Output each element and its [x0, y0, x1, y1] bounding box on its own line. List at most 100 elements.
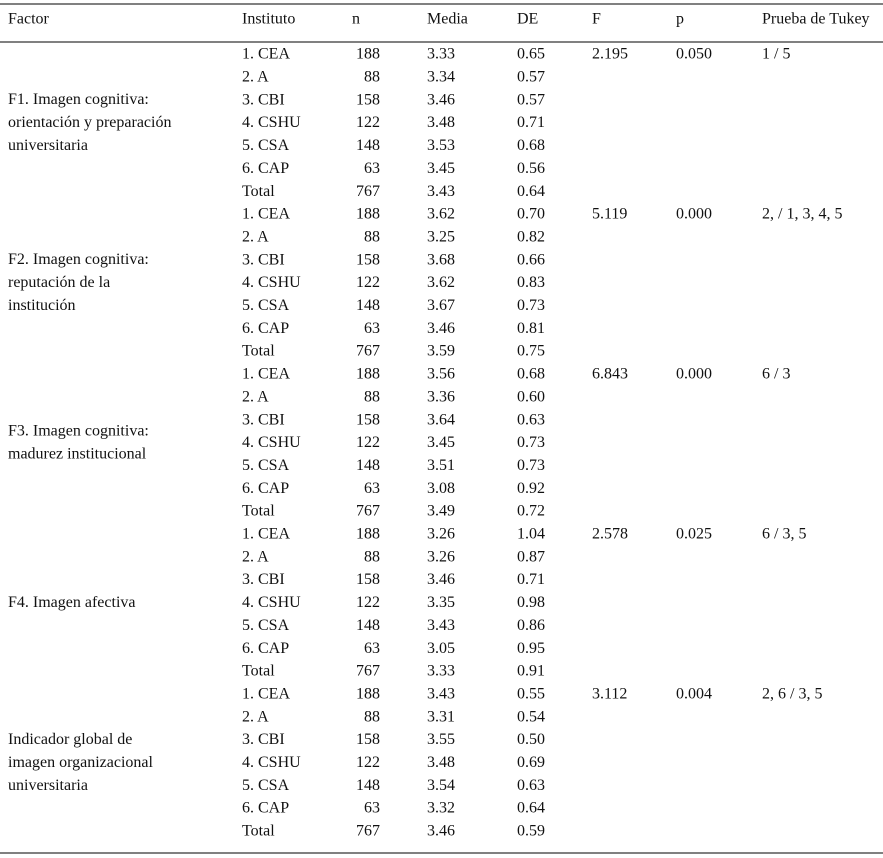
- media: 3.51: [427, 457, 455, 474]
- de: 0.66: [517, 251, 545, 268]
- instituto: 4. CSHU: [242, 754, 301, 771]
- de: 0.64: [517, 183, 545, 200]
- media: 3.45: [427, 160, 455, 177]
- n-value: 158: [356, 571, 380, 588]
- instituto: 6. CAP: [242, 800, 289, 817]
- instituto: 4. CSHU: [242, 594, 301, 611]
- n-value: 148: [356, 777, 380, 794]
- n-value: 88: [364, 548, 380, 565]
- f-value: 5.119: [592, 206, 627, 223]
- instituto: Total: [242, 183, 275, 200]
- n-value: 188: [356, 526, 380, 543]
- factor-label: orientación y preparación: [8, 114, 171, 131]
- media: 3.34: [427, 69, 455, 86]
- de: 0.92: [517, 480, 545, 497]
- de: 0.82: [517, 228, 545, 245]
- media: 3.31: [427, 708, 455, 725]
- de: 0.63: [517, 777, 545, 794]
- n-value: 63: [364, 320, 380, 337]
- de: 0.75: [517, 343, 545, 360]
- p-value: 0.004: [676, 685, 712, 702]
- instituto: 1. CEA: [242, 46, 290, 63]
- n-value: 767: [356, 343, 380, 360]
- n-value: 158: [356, 251, 380, 268]
- media: 3.64: [427, 411, 455, 428]
- de: 0.86: [517, 617, 545, 634]
- n-value: 63: [364, 480, 380, 497]
- de: 0.87: [517, 548, 545, 565]
- media: 3.25: [427, 228, 455, 245]
- media: 3.43: [427, 183, 455, 200]
- de: 0.72: [517, 503, 545, 520]
- de: 0.63: [517, 411, 545, 428]
- n-value: 88: [364, 708, 380, 725]
- factor-label: universitaria: [8, 777, 88, 794]
- de: 0.91: [517, 663, 545, 680]
- media: 3.68: [427, 251, 455, 268]
- de: 0.73: [517, 434, 545, 451]
- factor-label: Indicador global de: [8, 731, 132, 748]
- media: 3.35: [427, 594, 455, 611]
- media: 3.49: [427, 503, 455, 520]
- media: 3.45: [427, 434, 455, 451]
- de: 0.68: [517, 137, 545, 154]
- p-value: 0.050: [676, 46, 712, 63]
- media: 3.46: [427, 320, 455, 337]
- instituto: Total: [242, 343, 275, 360]
- media: 3.62: [427, 274, 455, 291]
- instituto: 1. CEA: [242, 366, 290, 383]
- n-value: 122: [356, 114, 380, 131]
- n-value: 148: [356, 457, 380, 474]
- instituto: 5. CSA: [242, 617, 290, 634]
- n-value: 122: [356, 274, 380, 291]
- n-value: 767: [356, 663, 380, 680]
- n-value: 63: [364, 640, 380, 657]
- factor-label: universitaria: [8, 137, 88, 154]
- n-value: 148: [356, 617, 380, 634]
- n-value: 188: [356, 206, 380, 223]
- instituto: 4. CSHU: [242, 434, 301, 451]
- p-value: 0.000: [676, 206, 712, 223]
- media: 3.46: [427, 571, 455, 588]
- n-value: 767: [356, 823, 380, 840]
- media: 3.05: [427, 640, 455, 657]
- de: 0.56: [517, 160, 545, 177]
- instituto: 2. A: [242, 548, 269, 565]
- instituto: 3. CBI: [242, 91, 285, 108]
- n-value: 148: [356, 137, 380, 154]
- instituto: 5. CSA: [242, 457, 290, 474]
- de: 0.73: [517, 297, 545, 314]
- de: 0.70: [517, 206, 545, 223]
- tukey: 6 / 3: [762, 366, 790, 383]
- de: 0.69: [517, 754, 545, 771]
- n-value: 148: [356, 297, 380, 314]
- media: 3.67: [427, 297, 455, 314]
- media: 3.26: [427, 526, 455, 543]
- media: 3.62: [427, 206, 455, 223]
- de: 0.71: [517, 571, 545, 588]
- n-value: 122: [356, 754, 380, 771]
- n-value: 767: [356, 503, 380, 520]
- n-value: 158: [356, 731, 380, 748]
- f-value: 2.195: [592, 46, 628, 63]
- instituto: 1. CEA: [242, 526, 290, 543]
- n-value: 767: [356, 183, 380, 200]
- instituto: 2. A: [242, 708, 269, 725]
- instituto: 1. CEA: [242, 685, 290, 702]
- instituto: 3. CBI: [242, 411, 285, 428]
- media: 3.48: [427, 114, 455, 131]
- column-header: p: [676, 11, 684, 28]
- instituto: 6. CAP: [242, 320, 289, 337]
- factor-label: F4. Imagen afectiva: [8, 594, 136, 611]
- n-value: 188: [356, 685, 380, 702]
- column-header: DE: [517, 11, 538, 28]
- media: 3.26: [427, 548, 455, 565]
- instituto: Total: [242, 503, 275, 520]
- n-value: 188: [356, 366, 380, 383]
- column-header: Factor: [8, 11, 50, 28]
- factor-label: F2. Imagen cognitiva:: [8, 251, 149, 268]
- media: 3.32: [427, 800, 455, 817]
- media: 3.54: [427, 777, 455, 794]
- media: 3.33: [427, 46, 455, 63]
- instituto: 1. CEA: [242, 206, 290, 223]
